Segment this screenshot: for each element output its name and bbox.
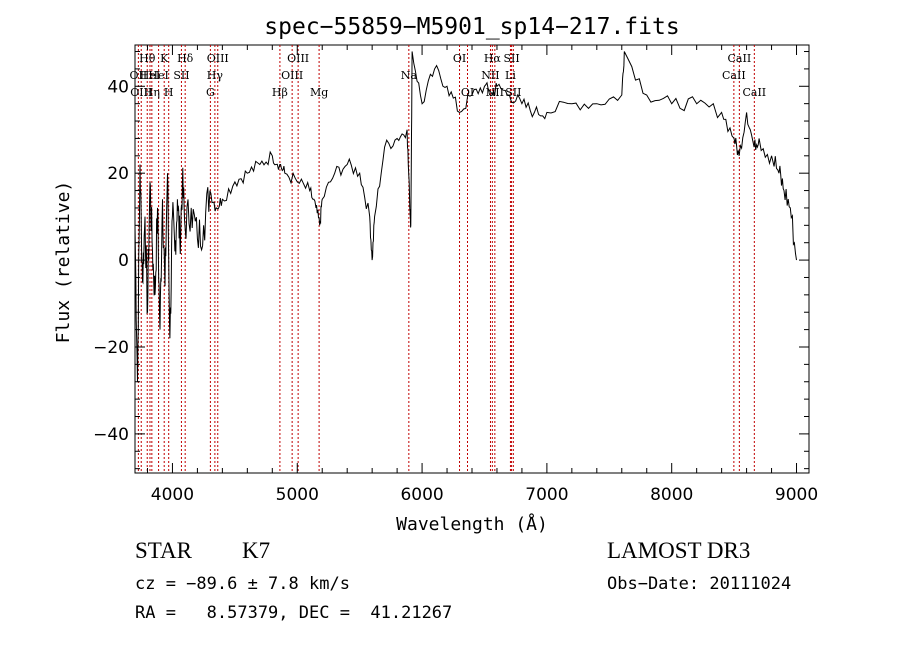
spectral-line-markers [137,45,755,473]
spectral-line-label: CaII [728,52,752,65]
x-tick-label: 6000 [400,485,443,505]
spectral-line-label: OIII [207,52,229,65]
y-axis-label: Flux (relative) [53,181,74,344]
spectral-line-label: H [164,86,174,99]
object-class: STAR [135,538,192,563]
spectral-line-label: SII [173,69,189,82]
spectral-line-label: SII [503,52,519,65]
spectral-line-label: Na [401,69,418,82]
chart-title: spec−55859−M5901_sp14−217.fits [264,14,679,40]
spectral-line-label: CaII [722,69,746,82]
spectral-line-label: OIII [130,86,152,99]
y-tick-label: 20 [107,164,129,184]
spectral-line-label: Hθ [139,52,156,65]
x-axis-label: Wavelength (Å) [396,513,548,535]
x-tick-label: 8000 [650,485,693,505]
spectral-line-label: OI [453,52,466,65]
spectral-line-label: Hα [484,52,502,65]
spectral-line-label: Hη [144,86,160,99]
x-tick-label: 5000 [276,485,319,505]
y-tick-label: 0 [118,251,129,271]
sky-coordinates: RA = 8.57379, DEC = 41.21267 [135,603,453,623]
x-tick-label: 4000 [151,485,194,505]
spectral-line-label: OII [130,69,148,82]
spectral-line-label: HeI [148,69,168,82]
spectral-line-label: K [160,52,169,65]
spectral-line-label: NII [481,69,499,82]
spectrum-series-line [134,51,797,382]
survey-name: LAMOST DR3 [607,538,751,563]
spectral-line-labels: OIIOIIIHθHeIHηHeIKHSIIHδGHγOIIIHβOIIIOII… [130,52,767,99]
y-axis-ticks: −40 −20 0 20 40 [93,51,809,470]
object-subclass: K7 [242,538,271,563]
spectral-line-label: OIII [287,52,309,65]
y-tick-label: −40 [93,425,129,445]
observation-date: Obs−Date: 20111024 [607,574,792,594]
spectral-line-label: OIII [281,69,303,82]
y-tick-label: −20 [93,338,129,358]
spectral-line-label: G [206,86,215,99]
spectral-line-label: Hβ [272,86,288,99]
x-tick-label: 7000 [525,485,568,505]
plot-frame [134,44,810,474]
spectral-line-label: Hδ [177,52,194,65]
x-tick-label: 9000 [775,485,818,505]
spectral-line-label: CaII [742,86,766,99]
redshift-cz: cz = −89.6 ± 7.8 km/s [135,574,350,594]
x-axis-ticks: 4000 5000 6000 7000 8000 9000 [146,45,818,505]
spectral-line-label: Hγ [207,69,224,82]
spectral-line-label: HeI [140,69,160,82]
spectral-line-label: Li [505,69,516,82]
spectral-line-label: Mg [310,86,328,99]
y-tick-label: 40 [107,77,129,97]
